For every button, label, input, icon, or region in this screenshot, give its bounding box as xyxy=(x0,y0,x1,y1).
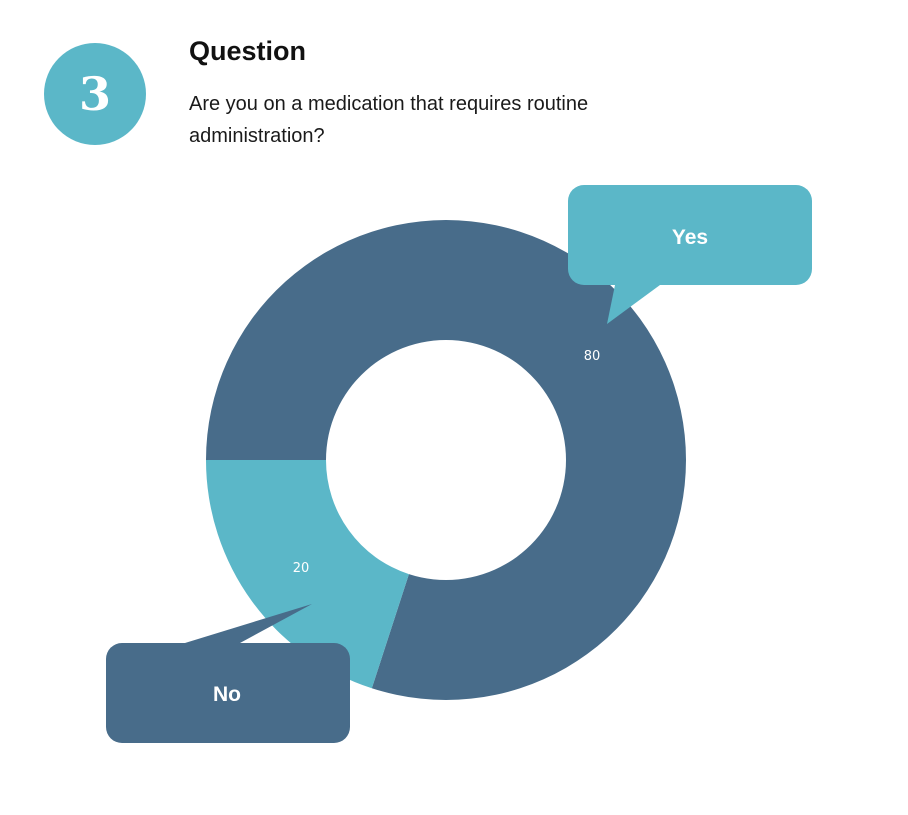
callout-box xyxy=(568,185,812,285)
data-label-no: 20 xyxy=(293,561,310,576)
question-heading: Question xyxy=(189,36,307,66)
callout-no: No xyxy=(106,604,350,743)
data-label-yes: 80 xyxy=(584,349,601,364)
chart-data-labels: 80 20 xyxy=(293,349,601,576)
callout-label-no: No xyxy=(213,683,241,706)
callout-tail xyxy=(607,285,660,324)
donut-slices xyxy=(206,219,687,700)
callout-box xyxy=(106,643,350,743)
callout-tail xyxy=(185,604,312,643)
question-number: 3 xyxy=(78,67,111,121)
chart-callouts: Yes No xyxy=(106,185,812,743)
donut-slice-no xyxy=(206,460,409,689)
question-number-badge: 3 xyxy=(44,43,146,145)
question-text: Are you on a medication that requires ro… xyxy=(189,93,589,147)
callout-label-yes: Yes xyxy=(672,226,708,249)
donut-slice-yes xyxy=(206,219,687,700)
callout-yes: Yes xyxy=(568,185,812,324)
